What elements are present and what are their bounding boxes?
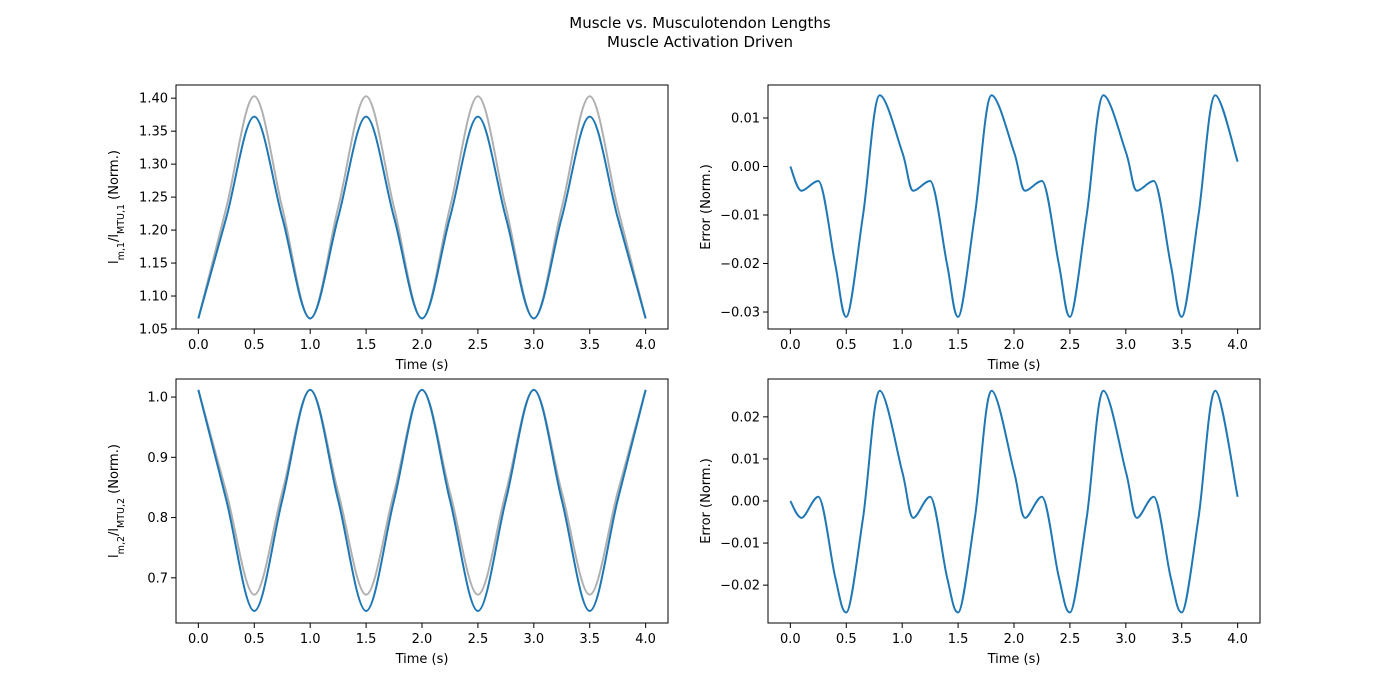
y-tick-label: 0.01	[731, 452, 760, 467]
x-tick-label: 3.5	[1171, 338, 1192, 353]
y-tick-label: 1.35	[139, 125, 168, 140]
x-tick-label: 3.0	[523, 632, 544, 647]
x-tick-label: 2.0	[412, 632, 433, 647]
subplot-bottom-right: 0.0 0.5 1.0 1.5 2.0 2.5 3.0 3.5 4.0 −0.02 −0.01 0.0…	[699, 378, 1261, 667]
x-tick-label: 1.0	[300, 632, 321, 647]
x-tick-label: 3.0	[1115, 632, 1136, 647]
y-tick-label: 1.15	[139, 257, 168, 272]
x-tick-label: 2.0	[1004, 632, 1025, 647]
y-tick-label: 1.40	[139, 92, 168, 107]
x-axis-label: Time (s)	[987, 652, 1041, 667]
x-tick-label: 0.5	[244, 338, 265, 353]
series-line-2	[197, 388, 647, 612]
y-tick-label: −0.01	[720, 209, 760, 224]
x-tick-label: 2.0	[412, 338, 433, 353]
x-tick-label: 1.0	[892, 338, 913, 353]
x-tick-label: 4.0	[635, 632, 656, 647]
series-line-1	[789, 389, 1239, 614]
y-tick-label: −0.01	[720, 537, 760, 552]
y-axis-label: Error (Norm.)	[699, 164, 714, 250]
y-tick-label: −0.03	[720, 306, 760, 321]
y-tick-label: 1.25	[139, 191, 168, 206]
y-tick-label: 1.30	[139, 158, 168, 173]
x-tick-label: 2.5	[468, 632, 489, 647]
subplot-top-right: 0.0 0.5 1.0 1.5 2.0 2.5 3.0 3.5 4.0 −0.03 −0.02 −0.…	[699, 84, 1261, 373]
y-tick-label: 0.8	[147, 511, 168, 526]
figure-title-line1: Muscle vs. Musculotendon Lengths	[569, 14, 831, 32]
y-axis-label: Error (Norm.)	[699, 458, 714, 544]
x-tick-label: 2.5	[1060, 632, 1081, 647]
x-tick-label: 3.0	[1115, 338, 1136, 353]
x-tick-label: 0.5	[836, 632, 857, 647]
x-tick-label: 0.0	[188, 632, 209, 647]
y-tick-label: −0.02	[720, 257, 760, 272]
x-axis-label: Time (s)	[987, 358, 1041, 373]
x-tick-label: 0.0	[780, 338, 801, 353]
x-tick-label: 1.5	[948, 632, 969, 647]
x-tick-label: 1.0	[300, 338, 321, 353]
x-tick-label: 1.0	[892, 632, 913, 647]
x-tick-label: 1.5	[948, 338, 969, 353]
x-tick-label: 3.0	[523, 338, 544, 353]
axes-layer: 0.0 0.5 1.0 1.5 2.0 2.5 3.0 3.5 4.0 1.05 1.10 1.15 1…	[107, 84, 1261, 667]
y-tick-label: 1.0	[147, 391, 168, 406]
x-tick-label: 0.5	[836, 338, 857, 353]
y-tick-label: 1.20	[139, 224, 168, 239]
y-tick-label: 0.01	[731, 111, 760, 126]
y-tick-label: 1.10	[139, 290, 168, 305]
x-axis-label: Time (s)	[395, 652, 449, 667]
x-tick-label: 1.5	[356, 632, 377, 647]
y-tick-label: 0.9	[147, 451, 168, 466]
x-tick-label: 0.5	[244, 632, 265, 647]
subplot-top-left: 0.0 0.5 1.0 1.5 2.0 2.5 3.0 3.5 4.0 1.05 1.10 1.15 1…	[107, 84, 669, 373]
x-tick-label: 3.5	[1171, 632, 1192, 647]
series-line-1	[789, 94, 1239, 318]
x-tick-label: 0.0	[188, 338, 209, 353]
y-tick-label: 1.05	[139, 323, 168, 338]
series-line-2	[197, 115, 647, 320]
x-tick-label: 3.5	[579, 338, 600, 353]
x-tick-label: 1.5	[356, 338, 377, 353]
y-axis-label: lm,2/lMTU,2 (Norm.)	[107, 444, 127, 558]
y-tick-label: −0.02	[720, 579, 760, 594]
x-tick-label: 4.0	[1227, 338, 1248, 353]
x-tick-label: 2.5	[468, 338, 489, 353]
x-axis-label: Time (s)	[395, 358, 449, 373]
x-tick-label: 2.5	[1060, 338, 1081, 353]
y-tick-label: 0.00	[731, 495, 760, 510]
y-tick-label: 0.00	[731, 160, 760, 175]
x-tick-label: 3.5	[579, 632, 600, 647]
figure-title-line2: Muscle Activation Driven	[607, 33, 793, 51]
y-tick-label: 0.02	[731, 410, 760, 425]
x-tick-label: 2.0	[1004, 338, 1025, 353]
x-tick-label: 4.0	[1227, 632, 1248, 647]
subplot-bottom-left: 0.0 0.5 1.0 1.5 2.0 2.5 3.0 3.5 4.0 0.7 0.8 0.9 1.0 T…	[107, 378, 669, 667]
y-tick-label: 0.7	[147, 571, 168, 586]
y-axis-label: lm,1/lMTU,1 (Norm.)	[107, 150, 127, 264]
x-tick-label: 4.0	[635, 338, 656, 353]
x-tick-label: 0.0	[780, 632, 801, 647]
